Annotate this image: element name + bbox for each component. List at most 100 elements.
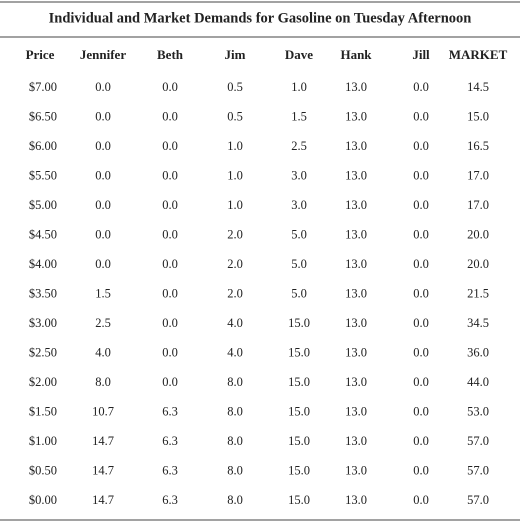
quantity-cell: 14.7 bbox=[92, 434, 114, 448]
quantity-cell: 0.0 bbox=[162, 109, 178, 123]
quantity-cell: 1.5 bbox=[95, 286, 111, 300]
quantity-cell: 13.0 bbox=[345, 286, 367, 300]
column-header: Dave bbox=[285, 47, 313, 62]
quantity-cell: 0.0 bbox=[162, 198, 178, 212]
column-header: Price bbox=[26, 47, 55, 62]
quantity-cell: 2.5 bbox=[291, 139, 307, 153]
quantity-cell: 1.0 bbox=[227, 168, 243, 182]
quantity-cell: 0.0 bbox=[413, 345, 429, 359]
quantity-cell: 13.0 bbox=[345, 493, 367, 507]
quantity-cell: 8.0 bbox=[227, 493, 243, 507]
quantity-cell: 13.0 bbox=[345, 345, 367, 359]
price-cell: $6.50 bbox=[29, 109, 57, 123]
quantity-cell: 8.0 bbox=[227, 375, 243, 389]
quantity-cell: 2.0 bbox=[227, 227, 243, 241]
quantity-cell: 3.0 bbox=[291, 198, 307, 212]
quantity-cell: 0.0 bbox=[162, 168, 178, 182]
quantity-cell: 0.0 bbox=[413, 404, 429, 418]
quantity-cell: 0.0 bbox=[162, 257, 178, 271]
price-cell: $2.00 bbox=[29, 375, 57, 389]
quantity-cell: 0.0 bbox=[95, 109, 111, 123]
column-header: Jill bbox=[412, 47, 430, 62]
quantity-cell: 0.0 bbox=[413, 316, 429, 330]
quantity-cell: 0.0 bbox=[162, 375, 178, 389]
column-header: Beth bbox=[157, 47, 184, 62]
quantity-cell: 14.5 bbox=[467, 80, 489, 94]
quantity-cell: 8.0 bbox=[227, 434, 243, 448]
quantity-cell: 0.0 bbox=[413, 463, 429, 477]
quantity-cell: 6.3 bbox=[162, 493, 178, 507]
price-cell: $4.00 bbox=[29, 257, 57, 271]
quantity-cell: 17.0 bbox=[467, 168, 489, 182]
quantity-cell: 0.0 bbox=[162, 80, 178, 94]
quantity-cell: 34.5 bbox=[467, 316, 489, 330]
quantity-cell: 0.0 bbox=[95, 198, 111, 212]
quantity-cell: 14.7 bbox=[92, 463, 114, 477]
quantity-cell: 15.0 bbox=[288, 375, 310, 389]
quantity-cell: 0.5 bbox=[227, 80, 243, 94]
quantity-cell: 0.0 bbox=[413, 168, 429, 182]
quantity-cell: 2.0 bbox=[227, 286, 243, 300]
table-title: Individual and Market Demands for Gasoli… bbox=[49, 10, 472, 26]
price-cell: $0.50 bbox=[29, 463, 57, 477]
price-cell: $5.50 bbox=[29, 168, 57, 182]
column-header: MARKET bbox=[449, 47, 508, 62]
quantity-cell: 17.0 bbox=[467, 198, 489, 212]
quantity-cell: 5.0 bbox=[291, 286, 307, 300]
quantity-cell: 13.0 bbox=[345, 404, 367, 418]
quantity-cell: 6.3 bbox=[162, 434, 178, 448]
quantity-cell: 6.3 bbox=[162, 404, 178, 418]
quantity-cell: 0.0 bbox=[413, 493, 429, 507]
column-header: Hank bbox=[340, 47, 372, 62]
quantity-cell: 5.0 bbox=[291, 257, 307, 271]
quantity-cell: 0.0 bbox=[413, 139, 429, 153]
quantity-cell: 20.0 bbox=[467, 257, 489, 271]
quantity-cell: 16.5 bbox=[467, 139, 489, 153]
price-cell: $3.00 bbox=[29, 316, 57, 330]
quantity-cell: 13.0 bbox=[345, 434, 367, 448]
price-cell: $7.00 bbox=[29, 80, 57, 94]
quantity-cell: 1.0 bbox=[227, 198, 243, 212]
quantity-cell: 14.7 bbox=[92, 493, 114, 507]
price-cell: $6.00 bbox=[29, 139, 57, 153]
quantity-cell: 0.0 bbox=[162, 345, 178, 359]
quantity-cell: 13.0 bbox=[345, 257, 367, 271]
quantity-cell: 0.0 bbox=[162, 316, 178, 330]
quantity-cell: 15.0 bbox=[288, 493, 310, 507]
quantity-cell: 20.0 bbox=[467, 227, 489, 241]
quantity-cell: 15.0 bbox=[288, 404, 310, 418]
quantity-cell: 6.3 bbox=[162, 463, 178, 477]
column-header: Jim bbox=[225, 47, 246, 62]
quantity-cell: 57.0 bbox=[467, 463, 489, 477]
quantity-cell: 15.0 bbox=[288, 345, 310, 359]
quantity-cell: 1.0 bbox=[227, 139, 243, 153]
quantity-cell: 0.0 bbox=[413, 434, 429, 448]
quantity-cell: 15.0 bbox=[467, 109, 489, 123]
quantity-cell: 0.0 bbox=[162, 139, 178, 153]
quantity-cell: 1.5 bbox=[291, 109, 307, 123]
price-cell: $0.00 bbox=[29, 493, 57, 507]
quantity-cell: 57.0 bbox=[467, 434, 489, 448]
quantity-cell: 0.0 bbox=[95, 139, 111, 153]
quantity-cell: 13.0 bbox=[345, 463, 367, 477]
quantity-cell: 44.0 bbox=[467, 375, 489, 389]
quantity-cell: 0.0 bbox=[413, 198, 429, 212]
price-cell: $5.00 bbox=[29, 198, 57, 212]
quantity-cell: 21.5 bbox=[467, 286, 489, 300]
price-cell: $3.50 bbox=[29, 286, 57, 300]
quantity-cell: 0.5 bbox=[227, 109, 243, 123]
quantity-cell: 13.0 bbox=[345, 80, 367, 94]
quantity-cell: 13.0 bbox=[345, 109, 367, 123]
quantity-cell: 15.0 bbox=[288, 434, 310, 448]
quantity-cell: 0.0 bbox=[413, 375, 429, 389]
quantity-cell: 0.0 bbox=[95, 227, 111, 241]
quantity-cell: 0.0 bbox=[413, 109, 429, 123]
quantity-cell: 0.0 bbox=[413, 257, 429, 271]
quantity-cell: 13.0 bbox=[345, 139, 367, 153]
quantity-cell: 13.0 bbox=[345, 227, 367, 241]
quantity-cell: 53.0 bbox=[467, 404, 489, 418]
quantity-cell: 0.0 bbox=[413, 227, 429, 241]
quantity-cell: 4.0 bbox=[95, 345, 111, 359]
quantity-cell: 0.0 bbox=[413, 286, 429, 300]
